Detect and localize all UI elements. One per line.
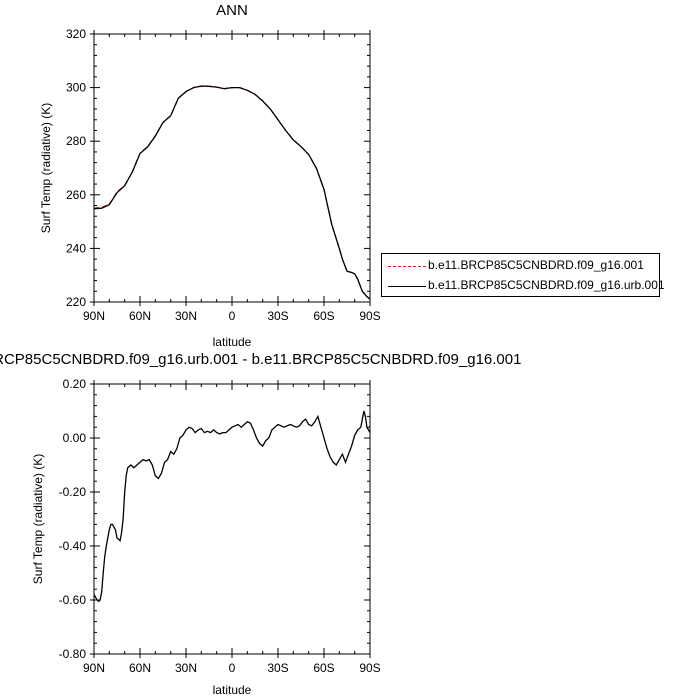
x-tick-label: 0 [229, 309, 236, 323]
legend: b.e11.BRCP85C5CNBDRD.f09_g16.001 b.e11.B… [381, 253, 665, 297]
x-tick-label: 30S [267, 661, 288, 675]
y-tick-label: 260 [66, 188, 86, 202]
top-chart-series-line-1 [93, 85, 371, 300]
y-tick-label: 0.00 [63, 431, 87, 445]
bottom-chart-y-ticks: -0.80 -0.60 -0.40 -0.20 0.00 0.20 [59, 377, 370, 661]
top-chart-x-label: latitude [213, 335, 252, 349]
bottom-chart-series [93, 410, 371, 603]
x-tick-label: 90N [83, 661, 105, 675]
top-chart-y-ticks: 220 240 260 280 300 320 [66, 27, 370, 309]
top-chart-series-line-2 [93, 85, 371, 300]
top-chart-x-ticks: 90N 60N 30N 0 30S 60S 90S [83, 30, 381, 323]
legend-swatch-dashed-red [388, 266, 426, 267]
x-tick-label: 90S [359, 309, 380, 323]
y-tick-label: 300 [66, 81, 86, 95]
x-tick-label: 30N [175, 661, 197, 675]
y-tick-label: -0.40 [59, 539, 87, 553]
x-tick-label: 90N [83, 309, 105, 323]
bottom-chart-title: b.e11.BRCP85C5CNBDRD.f09_g16.urb.001 - b… [0, 351, 521, 368]
legend-label-control: b.e11.BRCP85C5CNBDRD.f09_g16.001 [428, 258, 644, 272]
y-tick-label: 220 [66, 295, 86, 309]
bottom-chart-x-label: latitude [213, 683, 252, 697]
x-tick-label: 90S [359, 661, 380, 675]
x-tick-label: 60N [129, 309, 151, 323]
y-tick-label: 280 [66, 134, 86, 148]
x-tick-label: 30S [267, 309, 288, 323]
legend-item-urban: b.e11.BRCP85C5CNBDRD.f09_g16.urb.001 [382, 276, 665, 296]
legend-label-urban: b.e11.BRCP85C5CNBDRD.f09_g16.urb.001 [428, 278, 665, 292]
legend-item-control: b.e11.BRCP85C5CNBDRD.f09_g16.001 [382, 256, 659, 276]
x-tick-label: 60N [129, 661, 151, 675]
y-tick-label: 0.20 [63, 377, 87, 391]
x-tick-label: 0 [229, 661, 236, 675]
x-tick-label: 60S [313, 661, 334, 675]
bottom-chart-series-line-1 [93, 410, 371, 603]
y-tick-label: -0.20 [59, 485, 87, 499]
bottom-chart: b.e11.BRCP85C5CNBDRD.f09_g16.urb.001 - b… [0, 351, 521, 697]
legend-swatch-solid-black [388, 286, 426, 287]
y-tick-label: 320 [66, 27, 86, 41]
y-tick-label: 240 [66, 241, 86, 255]
y-tick-label: -0.60 [59, 593, 87, 607]
bottom-chart-y-label: Surf Temp (radiative) (K) [31, 454, 45, 584]
bottom-chart-frame [93, 383, 371, 655]
top-chart-frame [93, 33, 371, 303]
bottom-chart-x-ticks: 90N 60N 30N 0 30S 60S 90S [83, 380, 381, 675]
top-chart-series [93, 85, 371, 300]
x-tick-label: 60S [313, 309, 334, 323]
y-tick-label: -0.80 [59, 647, 87, 661]
top-chart-title: ANN [216, 2, 248, 19]
x-tick-label: 30N [175, 309, 197, 323]
top-chart-y-label: Surf Temp (radiative) (K) [39, 103, 53, 233]
